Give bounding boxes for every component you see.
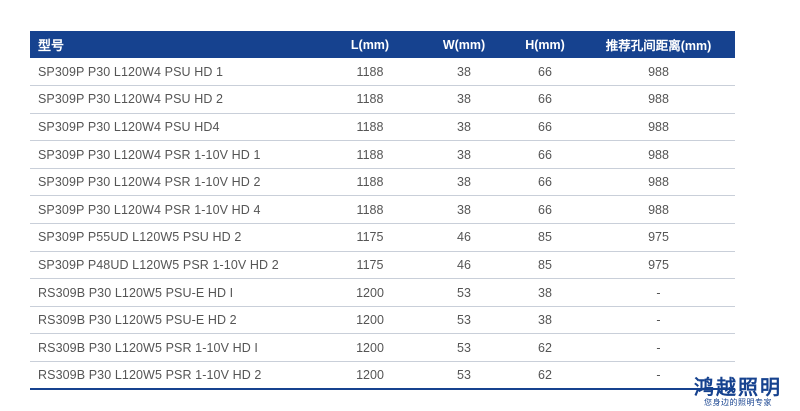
cell-height: 85 <box>508 223 582 252</box>
cell-width: 38 <box>420 140 508 169</box>
header-height: H(mm) <box>525 37 565 52</box>
table-header: 型号 L(mm) W(mm) H(mm) 推荐孔间距离(mm) <box>30 31 735 58</box>
cell-model: SP309P P30 L120W4 PSR 1-10V HD 4 <box>30 195 320 225</box>
table-row: SP309P P30 L120W4 PSR 1-10V HD 2 1188 38 66… <box>30 168 735 197</box>
cell-hole-distance: - <box>582 361 735 391</box>
cell-height: 38 <box>508 278 582 307</box>
table-row: SP309P P55UD L120W5 PSU HD 2 1175 46 85 975 <box>30 223 735 252</box>
spec-table: 型号 L(mm) W(mm) H(mm) 推荐孔间距离(mm) SP309P P… <box>30 31 735 391</box>
cell-width: 46 <box>420 251 508 280</box>
cell-hole-distance: - <box>582 333 735 363</box>
cell-width: 38 <box>420 85 508 114</box>
cell-height: 38 <box>508 306 582 335</box>
table-row: RS309B P30 L120W5 PSR 1-10V HD I 1200 53 62… <box>30 333 735 363</box>
cell-model: RS309B P30 L120W5 PSU-E HD I <box>30 278 320 307</box>
table-row: SP309P P30 L120W4 PSR 1-10V HD 1 1188 38 66… <box>30 140 735 169</box>
cell-model: RS309B P30 L120W5 PSR 1-10V HD 2 <box>30 361 320 391</box>
table-row: SP309P P30 L120W4 PSU HD 1 1188 38 66 988 <box>30 58 735 87</box>
cell-model: SP309P P30 L120W4 PSU HD 1 <box>30 58 320 87</box>
cell-height: 66 <box>508 140 582 169</box>
cell-height: 66 <box>508 113 582 142</box>
cell-length: 1188 <box>320 168 420 197</box>
header-hole-distance: 推荐孔间距离(mm) <box>605 39 712 53</box>
cell-model: SP309P P55UD L120W5 PSU HD 2 <box>30 223 320 252</box>
cell-height: 66 <box>508 168 582 197</box>
cell-length: 1188 <box>320 140 420 169</box>
table-row: SP309P P48UD L120W5 PSR 1-10V HD 2 1175 46… <box>30 251 735 280</box>
table-body: SP309P P30 L120W4 PSU HD 1 1188 38 66 988 SP3… <box>30 58 735 391</box>
cell-hole-distance: 975 <box>582 251 735 280</box>
cell-width: 53 <box>420 333 508 363</box>
cell-height: 62 <box>508 361 582 391</box>
brand-name: 鸿越照明 <box>694 375 782 399</box>
cell-length: 1200 <box>320 361 420 391</box>
cell-model: SP309P P30 L120W4 PSR 1-10V HD 2 <box>30 168 320 197</box>
cell-hole-distance: 988 <box>582 113 735 142</box>
header-row: 型号 L(mm) W(mm) H(mm) 推荐孔间距离(mm) <box>30 31 735 58</box>
cell-model: SP309P P30 L120W4 PSU HD4 <box>30 113 320 142</box>
cell-hole-distance: 988 <box>582 195 735 225</box>
table-row: RS309B P30 L120W5 PSU-E HD I 1200 53 38- <box>30 278 735 307</box>
cell-width: 38 <box>420 195 508 225</box>
cell-height: 66 <box>508 85 582 114</box>
cell-width: 53 <box>420 278 508 307</box>
header-width: W(mm) <box>442 37 486 52</box>
cell-length: 1188 <box>320 85 420 114</box>
cell-hole-distance: 988 <box>582 85 735 114</box>
cell-model: SP309P P48UD L120W5 PSR 1-10V HD 2 <box>30 251 320 280</box>
cell-height: 62 <box>508 333 582 363</box>
cell-hole-distance: 988 <box>582 140 735 169</box>
cell-model: RS309B P30 L120W5 PSR 1-10V HD I <box>30 333 320 363</box>
cell-hole-distance: 975 <box>582 223 735 252</box>
table-row: RS309B P30 L120W5 PSR 1-10V HD 2 1200 53 62… <box>30 361 735 391</box>
cell-width: 38 <box>420 113 508 142</box>
cell-length: 1200 <box>320 306 420 335</box>
table-row: RS309B P30 L120W5 PSU-E HD 2 1200 53 38- <box>30 306 735 335</box>
cell-model: SP309P P30 L120W4 PSU HD 2 <box>30 85 320 114</box>
cell-width: 53 <box>420 361 508 391</box>
cell-length: 1188 <box>320 195 420 225</box>
brand-logo: 鸿越照明 您身边的照明专家 <box>686 376 790 408</box>
cell-height: 66 <box>508 58 582 87</box>
cell-length: 1175 <box>320 251 420 280</box>
table-row: SP309P P30 L120W4 PSU HD 2 1188 38 66 988 <box>30 85 735 114</box>
cell-width: 38 <box>420 168 508 197</box>
cell-model: RS309B P30 L120W5 PSU-E HD 2 <box>30 306 320 335</box>
cell-hole-distance: 988 <box>582 168 735 197</box>
cell-height: 85 <box>508 251 582 280</box>
cell-length: 1200 <box>320 333 420 363</box>
cell-width: 53 <box>420 306 508 335</box>
cell-hole-distance: 988 <box>582 58 735 87</box>
cell-length: 1188 <box>320 113 420 142</box>
cell-height: 66 <box>508 195 582 225</box>
cell-hole-distance: - <box>582 278 735 307</box>
cell-model: SP309P P30 L120W4 PSR 1-10V HD 1 <box>30 140 320 169</box>
header-length: L(mm) <box>350 37 390 52</box>
cell-length: 1200 <box>320 278 420 307</box>
header-model: 型号 <box>38 38 65 53</box>
cell-hole-distance: - <box>582 306 735 335</box>
table-row: SP309P P30 L120W4 PSR 1-10V HD 4 1188 38 66… <box>30 195 735 225</box>
cell-length: 1175 <box>320 223 420 252</box>
cell-width: 38 <box>420 58 508 87</box>
table-row: SP309P P30 L120W4 PSU HD4 1188 38 66 988 <box>30 113 735 142</box>
cell-width: 46 <box>420 223 508 252</box>
cell-length: 1188 <box>320 58 420 87</box>
brand-slogan: 您身边的照明专家 <box>704 398 772 407</box>
